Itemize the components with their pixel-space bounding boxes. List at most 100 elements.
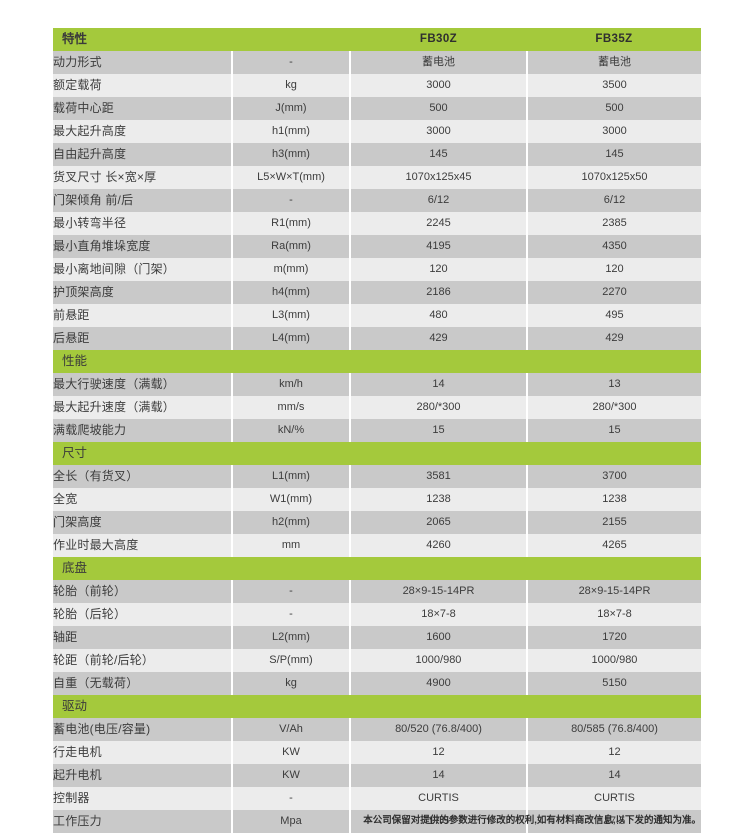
spec-name: 轮胎（后轮） (53, 603, 232, 626)
spec-name: 最小离地间隙（门架） (53, 258, 232, 281)
spec-name: 控制器 (53, 787, 232, 810)
section-header-row: 性能 (53, 350, 701, 373)
spec-row: 起升电机 KW 14 14 (53, 764, 701, 787)
spec-unit: - (231, 603, 350, 626)
section-title: 尺寸 (53, 442, 232, 465)
spec-value-model-2: 17.5 (526, 810, 701, 833)
spec-value-model-2: 2155 (526, 511, 701, 534)
spec-row: 最小离地间隙（门架） m(mm) 120 120 (53, 258, 701, 281)
spec-name: 货叉尺寸 长×宽×厚 (53, 166, 232, 189)
spec-row: 最大行驶速度（满载） km/h 14 13 (53, 373, 701, 396)
spec-name: 全宽 (53, 488, 232, 511)
spec-value-model-1: 429 (349, 327, 527, 350)
spec-unit: kg (231, 672, 350, 695)
spec-name: 轴距 (53, 626, 232, 649)
section-header-row: 底盘 (53, 557, 701, 580)
spec-value-model-1: 4900 (349, 672, 527, 695)
spec-unit: L4(mm) (231, 327, 350, 350)
spec-value-model-2: 5150 (526, 672, 701, 695)
spec-unit: L3(mm) (231, 304, 350, 327)
spec-value-model-1: 4260 (349, 534, 527, 557)
spec-value-model-2: 280/*300 (526, 396, 701, 419)
spec-name: 轮距（前轮/后轮） (53, 649, 232, 672)
spec-unit: m(mm) (231, 258, 350, 281)
spec-value-model-2: 2385 (526, 212, 701, 235)
spec-row: 前悬距 L3(mm) 480 495 (53, 304, 701, 327)
spec-name: 门架倾角 前/后 (53, 189, 232, 212)
spec-value-model-2: CURTIS (526, 787, 701, 810)
spec-unit: - (231, 787, 350, 810)
spec-name: 满载爬坡能力 (53, 419, 232, 442)
spec-name: 自重（无载荷） (53, 672, 232, 695)
spec-value-model-2: 1720 (526, 626, 701, 649)
section-title: 特性 (53, 28, 232, 51)
spec-value-model-1: 3000 (349, 120, 527, 143)
spec-unit: h3(mm) (231, 143, 350, 166)
spec-row: 全长（有货叉） L1(mm) 3581 3700 (53, 465, 701, 488)
spec-row: 作业时最大高度 mm 4260 4265 (53, 534, 701, 557)
spec-value-model-2: 500 (526, 97, 701, 120)
spec-value-model-1: 2186 (349, 281, 527, 304)
spec-unit: S/P(mm) (231, 649, 350, 672)
spec-value-model-2: 495 (526, 304, 701, 327)
spec-value-model-1: 18×7-8 (349, 603, 527, 626)
spec-value-model-2: 15 (526, 419, 701, 442)
spec-value-model-1: 80/520 (76.8/400) (349, 718, 527, 741)
spec-unit: J(mm) (231, 97, 350, 120)
spec-row: 全宽 W1(mm) 1238 1238 (53, 488, 701, 511)
spec-name: 工作压力 (53, 810, 232, 833)
specification-table: 特性 FB30Z FB35Z 动力形式 - 蓄电池 蓄电池 额定载荷 kg 3000 3500 载荷中… (53, 28, 701, 833)
spec-unit: mm/s (231, 396, 350, 419)
spec-name: 最大起升高度 (53, 120, 232, 143)
spec-name: 门架高度 (53, 511, 232, 534)
spec-unit: h2(mm) (231, 511, 350, 534)
spec-unit: Ra(mm) (231, 235, 350, 258)
spec-value-model-1: 2065 (349, 511, 527, 534)
spec-value-model-1: 3000 (349, 74, 527, 97)
spec-name: 蓄电池(电压/容量) (53, 718, 232, 741)
spec-row: 门架倾角 前/后 -6/12 6/12 (53, 189, 701, 212)
spec-name: 动力形式 (53, 51, 232, 74)
spec-value-model-1: 145 (349, 143, 527, 166)
spec-value-model-1: 480 (349, 304, 527, 327)
spec-unit: KW (231, 764, 350, 787)
spec-name: 作业时最大高度 (53, 534, 232, 557)
spec-row: 最小转弯半径 R1(mm) 2245 2385 (53, 212, 701, 235)
spec-value-model-1: 1600 (349, 626, 527, 649)
spec-value-model-1: 1000/980 (349, 649, 527, 672)
spec-value-model-1: 6/12 (349, 189, 527, 212)
spec-name: 最大起升速度（满载） (53, 396, 232, 419)
spec-value-model-1: 28×9-15-14PR (349, 580, 527, 603)
spec-value-model-2: 蓄电池 (526, 51, 701, 74)
spec-unit: kg (231, 74, 350, 97)
spec-unit: km/h (231, 373, 350, 396)
spec-name: 轮胎（前轮） (53, 580, 232, 603)
spec-value-model-1: 12 (349, 741, 527, 764)
spec-unit: - (231, 51, 350, 74)
spec-row: 最小直角堆垛宽度 Ra(mm) 4195 4350 (53, 235, 701, 258)
spec-value-model-2: 1238 (526, 488, 701, 511)
spec-value-model-2: 1000/980 (526, 649, 701, 672)
spec-value-model-2: 28×9-15-14PR (526, 580, 701, 603)
spec-row: 轴距 L2(mm) 1600 1720 (53, 626, 701, 649)
footnote-disclaimer: 本公司保留对提供的参数进行修改的权利,如有材料商改信息,以下发的通知为准。 (363, 815, 701, 826)
spec-row: 最大起升高度 h1(mm) 3000 3000 (53, 120, 701, 143)
spec-unit: h4(mm) (231, 281, 350, 304)
spec-unit: R1(mm) (231, 212, 350, 235)
spec-unit: KW (231, 741, 350, 764)
spec-value-model-2: 120 (526, 258, 701, 281)
spec-value-model-1: 120 (349, 258, 527, 281)
spec-value-model-2: 13 (526, 373, 701, 396)
spec-row: 载荷中心距 J(mm) 500 500 (53, 97, 701, 120)
spec-value-model-1: 2245 (349, 212, 527, 235)
spec-unit: mm (231, 534, 350, 557)
spec-unit: kN/% (231, 419, 350, 442)
spec-value-model-2: 2270 (526, 281, 701, 304)
spec-name: 最大行驶速度（满载） (53, 373, 232, 396)
spec-value-model-1: 14 (349, 764, 527, 787)
spec-row: 护顶架高度 h4(mm) 2186 2270 (53, 281, 701, 304)
spec-value-model-1: 500 (349, 97, 527, 120)
section-title: 驱动 (53, 695, 232, 718)
spec-row: 动力形式 - 蓄电池 蓄电池 (53, 51, 701, 74)
spec-unit: V/Ah (231, 718, 350, 741)
